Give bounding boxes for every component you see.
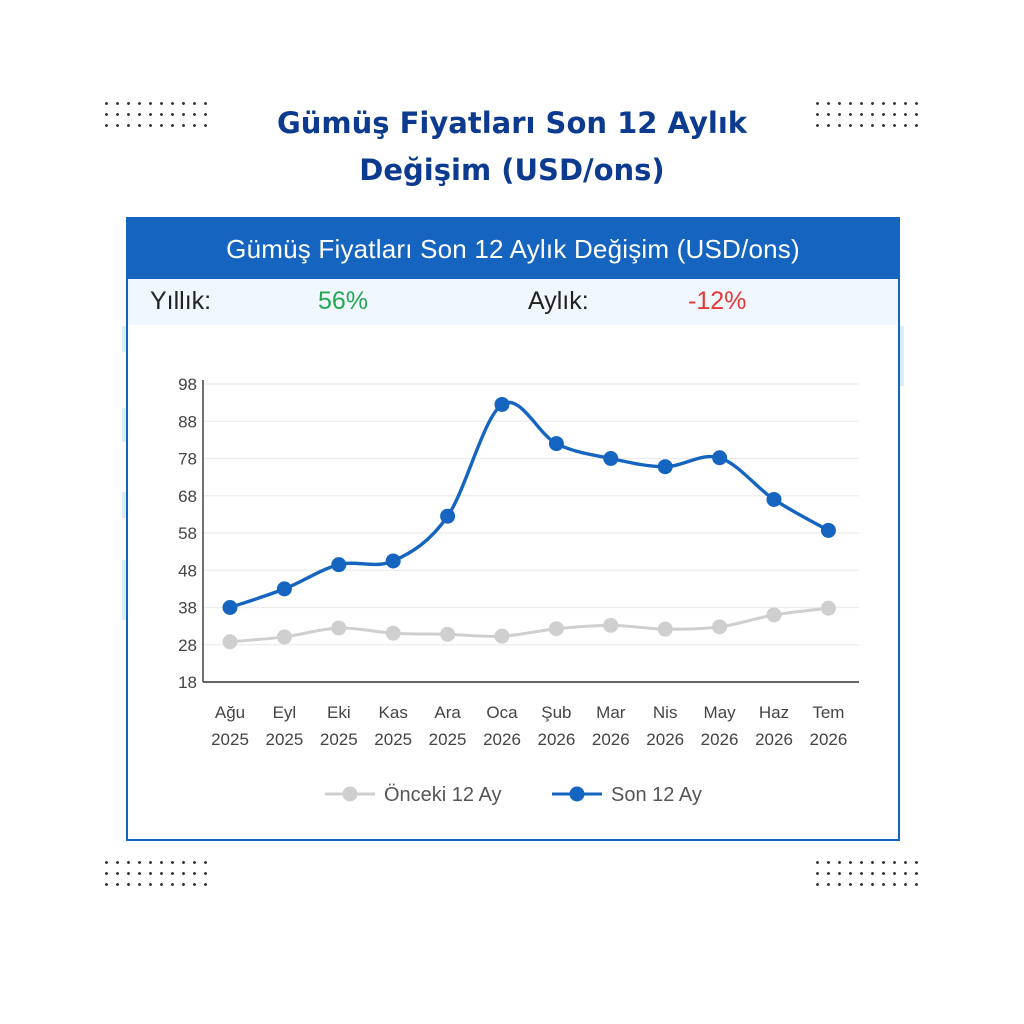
y-tick-label: 68 — [178, 487, 197, 506]
data-point-current — [385, 553, 401, 569]
x-tick-label: Nis 2026 — [646, 703, 684, 749]
x-tick-label: May 2026 — [701, 703, 739, 749]
series-line-previous — [229, 606, 829, 644]
dot-pattern-bottom-right — [812, 857, 924, 887]
data-point-current — [494, 396, 510, 412]
data-point-current — [548, 436, 564, 452]
dot-pattern-top-right — [812, 98, 924, 128]
page-title-line2: Değişim (USD/ons) — [359, 153, 665, 187]
x-tick-label: Tem 2026 — [809, 703, 847, 749]
data-point-previous — [440, 626, 456, 642]
data-point-previous — [657, 621, 673, 637]
stats-row: Yıllık: 56% Aylık: -12% — [128, 279, 898, 325]
y-tick-label: 78 — [178, 450, 197, 469]
x-tick-label: Eki 2025 — [320, 703, 358, 749]
data-point-previous — [222, 634, 238, 650]
data-point-previous — [712, 619, 728, 635]
dot-pattern-top-left — [101, 98, 213, 128]
x-tick-label: Eyl 2025 — [265, 703, 303, 749]
y-tick-label: 28 — [178, 636, 197, 655]
page-title: Gümüş Fiyatları Son 12 Aylık Değişim (US… — [212, 100, 812, 194]
yearly-change-label: Yıllık: — [150, 287, 212, 315]
y-tick-label: 18 — [178, 673, 197, 692]
y-tick-label: 98 — [178, 375, 197, 394]
data-point-previous — [820, 600, 836, 616]
chart-panel: Gümüş Fiyatları Son 12 Aylık Değişim (US… — [126, 217, 900, 841]
yearly-change-value: 56% — [318, 287, 369, 315]
data-point-current — [820, 522, 836, 538]
data-point-current — [276, 581, 292, 597]
line-chart: 18 28 38 48 58 68 78 88 98 Ağu 2025 Eyl 2025 Eki 2025 K… — [178, 375, 859, 806]
legend-marker-current — [569, 786, 585, 802]
data-point-current — [331, 557, 347, 573]
legend-label-current: Son 12 Ay — [611, 784, 702, 806]
y-tick-label: 38 — [178, 599, 197, 618]
x-tick-label: Oca 2026 — [483, 703, 521, 749]
series-line-current — [229, 400, 830, 610]
data-point-previous — [548, 621, 564, 637]
data-point-previous — [494, 628, 510, 644]
data-point-previous — [331, 620, 347, 636]
x-tick-label: Kas 2025 — [374, 703, 412, 749]
monthly-change-label: Aylık: — [528, 287, 589, 315]
y-tick-label: 88 — [178, 412, 197, 431]
data-point-previous — [385, 625, 401, 641]
data-point-current — [603, 451, 619, 466]
x-tick-label: Mar 2026 — [592, 703, 630, 749]
data-point-previous — [276, 629, 292, 645]
x-tick-label: Ara 2025 — [429, 703, 467, 749]
data-point-current — [766, 491, 782, 507]
data-point-previous — [766, 607, 782, 623]
page-title-line1: Gümüş Fiyatları Son 12 Aylık — [276, 106, 748, 140]
legend-marker-previous — [342, 786, 358, 802]
x-tick-label: Ağu 2025 — [211, 703, 249, 749]
legend-label-previous: Önceki 12 Ay — [384, 784, 501, 806]
y-tick-label: 58 — [178, 524, 197, 543]
data-point-current — [657, 459, 673, 475]
data-point-current — [222, 600, 238, 615]
data-point-previous — [603, 617, 619, 633]
dot-pattern-bottom-left — [101, 857, 213, 887]
y-tick-label: 48 — [178, 561, 197, 580]
data-point-current — [440, 508, 456, 524]
x-tick-label: Haz 2026 — [755, 703, 793, 749]
x-tick-label: Şub 2026 — [537, 703, 575, 749]
panel-header: Gümüş Fiyatları Son 12 Aylık Değişim (US… — [128, 219, 898, 279]
data-point-current — [712, 450, 728, 466]
monthly-change-value: -12% — [688, 287, 747, 315]
